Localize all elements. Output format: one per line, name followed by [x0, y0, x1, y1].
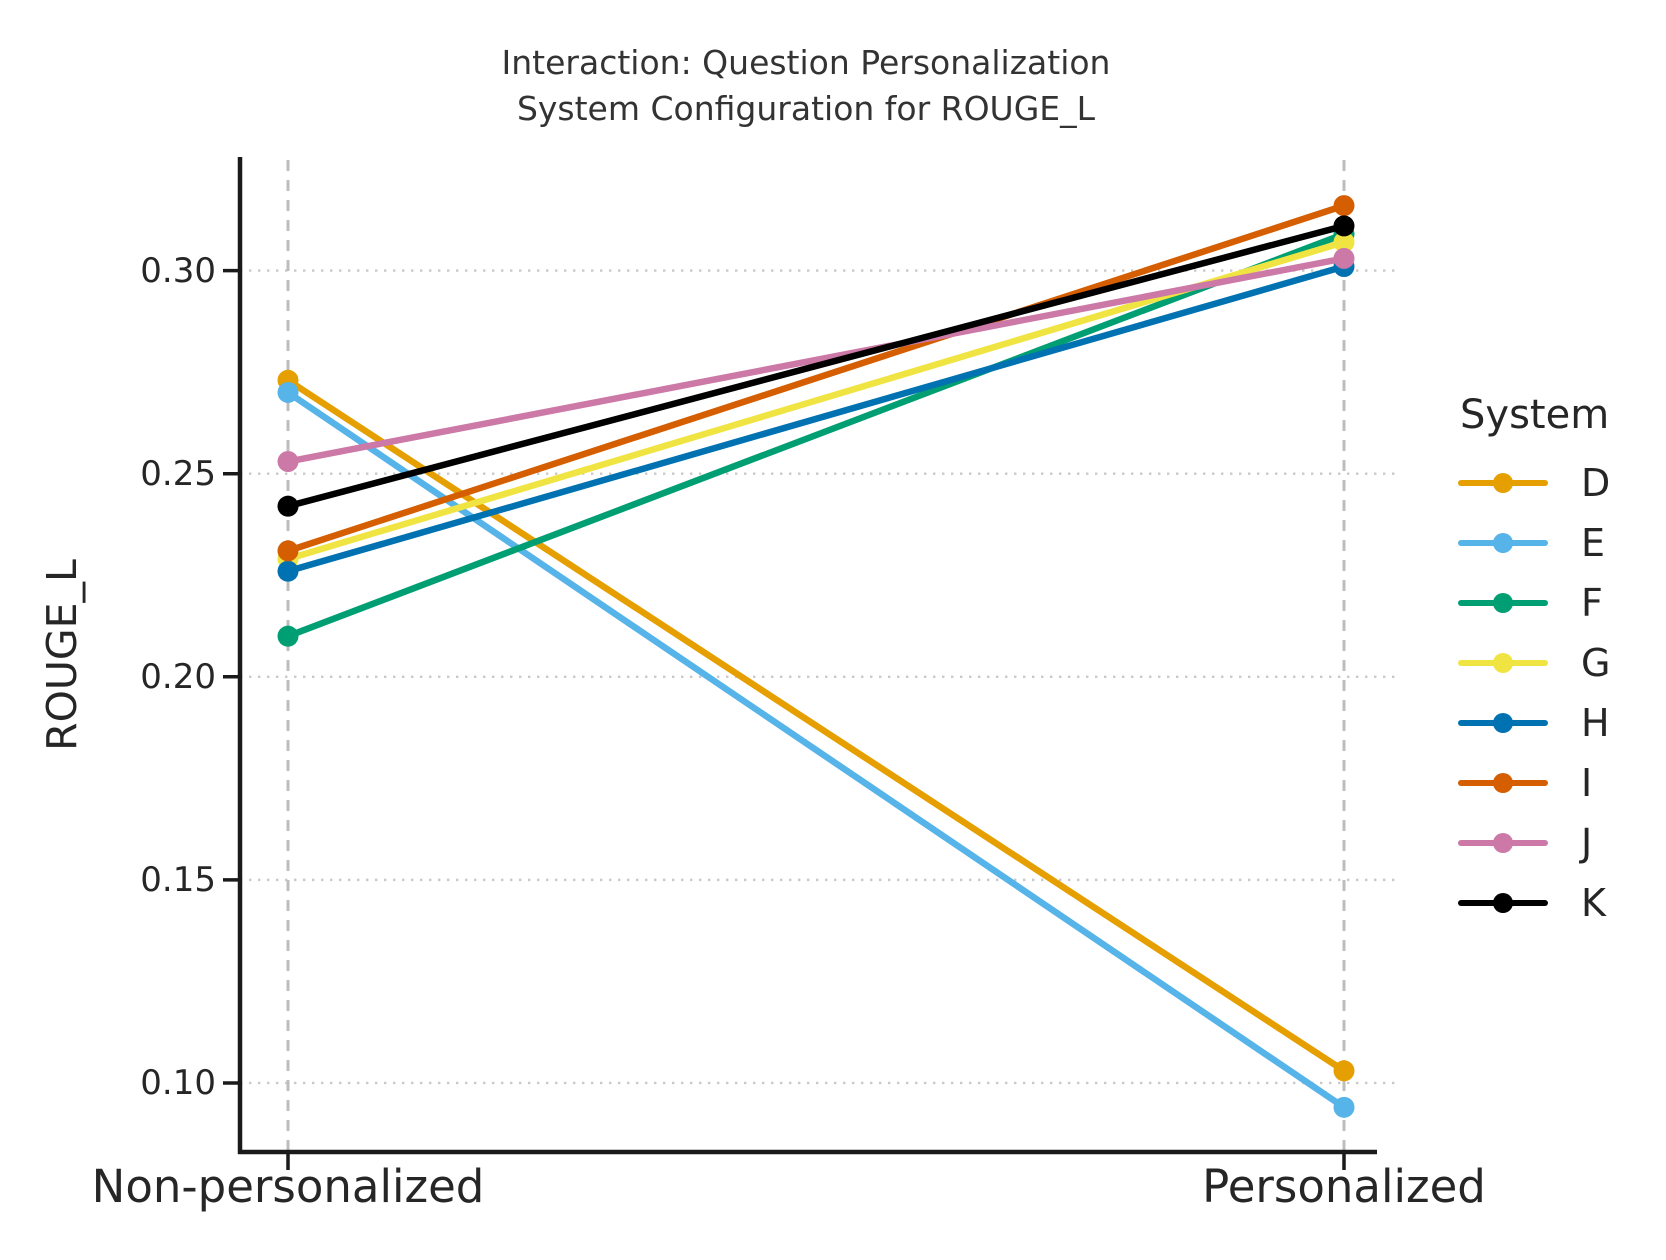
series-point-E-Non-personalized	[277, 381, 299, 403]
legend-marker-I	[1458, 773, 1548, 793]
legend-label-J: J	[1581, 821, 1593, 865]
legend-marker-G	[1458, 653, 1548, 673]
series-line-I	[284, 202, 1348, 555]
legend-item-E: E	[1458, 513, 1610, 573]
legend-item-I: I	[1458, 753, 1610, 813]
legend-item-H: H	[1458, 693, 1610, 753]
legend-marker-D	[1458, 473, 1548, 493]
series-line-J	[284, 255, 1348, 465]
legend-label-E: E	[1581, 521, 1606, 565]
ytick-label-0.25: 0.25	[140, 453, 216, 494]
series-point-I-Non-personalized	[277, 540, 299, 562]
legend-marker-dot-D	[1493, 473, 1513, 493]
legend-marker-J	[1458, 833, 1548, 853]
chart-title-line1: Interaction: Question Personalization	[501, 43, 1111, 82]
legend-marker-dot-H	[1493, 713, 1513, 733]
series-point-J-Non-personalized	[277, 451, 299, 473]
legend-item-D: D	[1458, 453, 1610, 513]
chart-title-line2: System Configuration for ROUGE_L	[516, 89, 1096, 128]
series-point-K-Non-personalized	[277, 495, 299, 517]
legend-marker-K	[1458, 893, 1548, 913]
xtick-label-Non-personalized: Non-personalized	[91, 1160, 485, 1213]
legend-marker-dot-F	[1493, 593, 1513, 613]
series-point-H-Non-personalized	[277, 560, 299, 582]
legend-item-F: F	[1458, 573, 1610, 633]
series-point-G-Personalized	[1333, 231, 1355, 253]
series-point-J-Personalized	[1333, 247, 1355, 269]
legend-marker-H	[1458, 713, 1548, 733]
legend-label-F: F	[1581, 581, 1603, 625]
xtick-label-Personalized: Personalized	[1202, 1160, 1486, 1213]
legend-label-I: I	[1581, 761, 1593, 805]
series-point-K-Personalized	[1333, 215, 1355, 237]
legend-label-H: H	[1581, 701, 1610, 745]
series-line-E	[284, 389, 1348, 1111]
y-axis-label: ROUGE_L	[38, 559, 86, 751]
legend-marker-F	[1458, 593, 1548, 613]
series-line-H	[284, 263, 1348, 575]
ytick-label-0.10: 0.10	[140, 1062, 216, 1103]
legend-label-G: G	[1581, 641, 1611, 685]
series-line-K	[284, 222, 1348, 510]
legend-marker-dot-E	[1493, 533, 1513, 553]
legend-marker-dot-I	[1493, 773, 1513, 793]
series-line-F	[284, 230, 1348, 640]
legend-label-K: K	[1581, 881, 1606, 925]
legend-marker-dot-K	[1493, 893, 1513, 913]
legend-item-G: G	[1458, 633, 1610, 693]
ytick-label-0.20: 0.20	[140, 656, 216, 697]
chart-title: Interaction: Question Personalization Sy…	[502, 40, 1111, 132]
legend-marker-E	[1458, 533, 1548, 553]
series-point-D-Personalized	[1333, 1060, 1355, 1082]
ytick-label-0.15: 0.15	[140, 859, 216, 900]
series-point-E-Personalized	[1333, 1096, 1355, 1118]
legend-item-K: K	[1458, 873, 1610, 933]
legend-marker-dot-G	[1493, 653, 1513, 673]
series-line-D	[284, 377, 1348, 1075]
legend-label-D: D	[1581, 461, 1611, 505]
series-point-I-Personalized	[1333, 195, 1355, 217]
series-point-F-Non-personalized	[277, 625, 299, 647]
legend-item-J: J	[1458, 813, 1610, 873]
legend-title: System	[1460, 392, 1610, 438]
legend-marker-dot-J	[1493, 833, 1513, 853]
ytick-label-0.30: 0.30	[140, 250, 216, 291]
